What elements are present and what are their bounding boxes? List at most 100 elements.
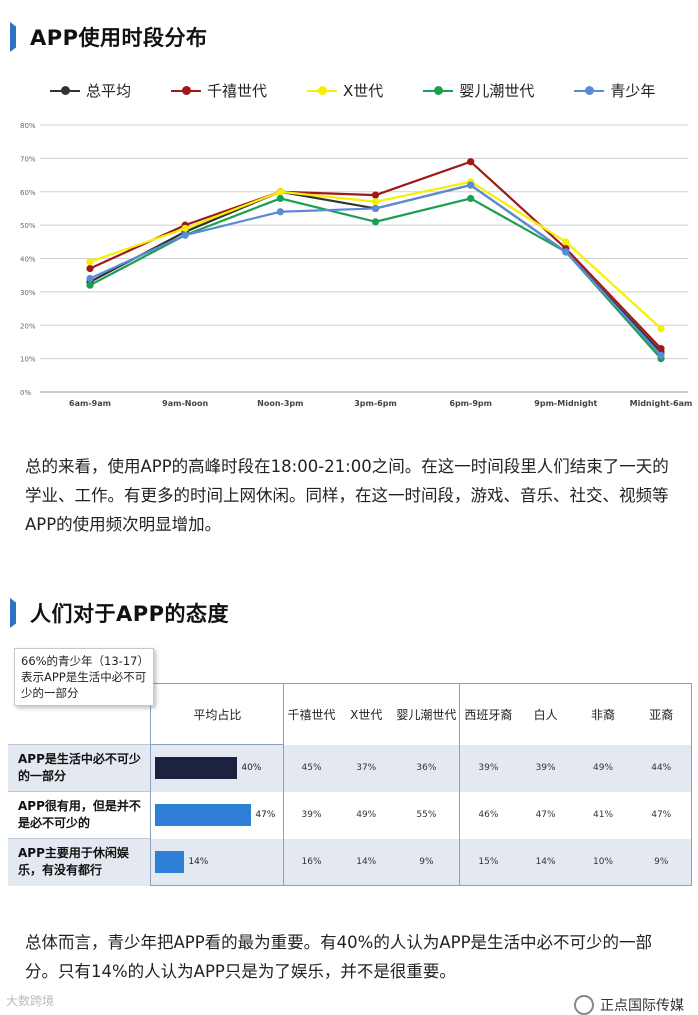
table-cell: 9% xyxy=(631,838,692,886)
data-point xyxy=(181,231,189,239)
data-point xyxy=(276,194,284,203)
header-avg: 平均占比 xyxy=(150,683,284,745)
table-cell: 14% xyxy=(338,838,394,886)
table-cell: 39% xyxy=(283,791,339,839)
row-label: APP很有用，但是并不是必不可少的 xyxy=(8,791,151,839)
legend-label: 婴儿潮世代 xyxy=(459,82,535,100)
legend-label: 总平均 xyxy=(86,82,132,100)
table-row: APP主要用于休闲娱乐，有没有都行 14% 16% 14% 9% 15% 14% 10% 9% xyxy=(8,838,692,886)
y-tick-label: 0% xyxy=(20,389,31,397)
table-cell: 36% xyxy=(416,763,437,773)
data-point xyxy=(276,188,284,196)
data-point xyxy=(371,218,380,226)
section-title: 人们对于APP的态度 xyxy=(30,602,230,626)
x-tick-label: 9pm-Midnight xyxy=(534,399,597,408)
row-label: APP是生活中必不可少的一部分 xyxy=(8,744,151,792)
data-point xyxy=(562,248,570,256)
section-header-attitude: 人们对于APP的态度 xyxy=(10,598,229,628)
x-tick-label: 6am-9am xyxy=(69,399,111,408)
table-cell: 9% xyxy=(393,838,460,886)
avg-bar xyxy=(155,850,185,873)
y-tick-label: 20% xyxy=(20,322,36,330)
legend-item: 总平均 xyxy=(50,80,131,101)
watermark-right-text: 正点国际传媒 xyxy=(600,998,684,1014)
data-point xyxy=(657,351,665,359)
section-title: APP使用时段分布 xyxy=(30,26,208,50)
table-row: APP是生活中必不可少的一部分 40% 45% 37% 36% 39% 39% 49% 44% xyxy=(8,744,692,792)
avg-bar-value: 14% xyxy=(188,856,209,867)
data-point xyxy=(371,191,380,199)
legend-swatch xyxy=(171,85,202,95)
legend-swatch xyxy=(423,85,454,95)
usage-line-chart: 0% 10% 20% 30% 40% 50% 60% 70% 80% 6am-9am 9am-Noo… xyxy=(20,122,692,408)
table-cell: 44% xyxy=(631,744,692,792)
header-boomer: 婴儿潮世代 xyxy=(393,683,460,745)
header-hispanic: 西班牙裔 xyxy=(459,683,517,745)
table-row: APP很有用，但是并不是必不可少的 47% 39% 49% 55% 46% 47% 41% 47… xyxy=(8,791,692,839)
teen-callout: 66%的青少年（13-17）表示APP是生活中必不可少的一部分 xyxy=(14,648,154,706)
data-point xyxy=(467,181,475,189)
data-point xyxy=(276,208,284,216)
y-tick-label: 60% xyxy=(20,189,36,197)
data-point xyxy=(86,258,94,266)
data-point xyxy=(562,238,570,246)
y-tick-label: 40% xyxy=(20,256,36,264)
header-asian: 亚裔 xyxy=(631,683,692,745)
legend-swatch xyxy=(50,85,80,95)
y-tick-label: 50% xyxy=(20,222,36,230)
section-header-usage: APP使用时段分布 xyxy=(10,22,208,52)
legend-label: 千禧世代 xyxy=(207,82,268,100)
avg-bar-value: 40% xyxy=(241,763,262,774)
data-point xyxy=(86,264,94,273)
row-label: APP主要用于休闲娱乐，有没有都行 xyxy=(8,838,151,886)
table-cell: 16% xyxy=(283,838,339,886)
table-cell: 41% xyxy=(593,810,614,820)
section-marker xyxy=(10,598,16,628)
table-cell: 55% xyxy=(416,810,437,820)
y-tick-label: 10% xyxy=(20,356,36,364)
data-point xyxy=(86,281,94,289)
data-point xyxy=(86,274,94,283)
series-line xyxy=(89,160,662,350)
avg-bar xyxy=(155,757,238,780)
summary-paragraph-2: 总体而言，青少年把APP看的最为重要。有40%的人认为APP是生活中必不可少的一… xyxy=(25,933,653,981)
header-millennial: 千禧世代 xyxy=(283,683,339,745)
data-point xyxy=(657,345,665,353)
legend-item: X世代 xyxy=(307,80,383,101)
header-white: 白人 xyxy=(516,683,575,745)
table-cell: 46% xyxy=(459,791,517,839)
table-cell: 14% xyxy=(516,838,575,886)
attitude-table: 平均占比 千禧世代 X世代 婴儿潮世代 西班牙裔 白人 非裔 亚裔 APP是生活… xyxy=(8,683,692,886)
table-cell: 49% xyxy=(356,810,377,820)
chart-legend: 总平均 千禧世代 X世代 婴儿潮世代 青少年 xyxy=(50,80,695,101)
table-cell: 39% xyxy=(459,744,517,792)
watermark-left: 大数跨境 xyxy=(6,992,54,1009)
data-point xyxy=(371,198,380,206)
data-point xyxy=(467,158,475,166)
avg-bar-cell: 40% xyxy=(150,744,284,792)
avg-bar-cell: 47% xyxy=(150,791,284,839)
data-point xyxy=(371,204,380,213)
y-tick-label: 70% xyxy=(20,155,36,163)
data-point xyxy=(181,224,189,233)
table-cell: 47% xyxy=(535,810,556,820)
legend-item: 千禧世代 xyxy=(171,80,267,101)
section-marker xyxy=(10,22,16,52)
summary-paragraph-1: 总的来看，使用APP的高峰时段在18:00-21:00之间。在这一时间段里人们结… xyxy=(25,457,669,534)
wechat-icon xyxy=(574,995,594,1015)
x-tick-label: 3pm-6pm xyxy=(354,399,397,408)
table-cell: 47% xyxy=(631,791,692,839)
x-tick-label: 9am-Noon xyxy=(162,399,208,408)
avg-bar-cell: 14% xyxy=(150,838,284,886)
legend-item: 青少年 xyxy=(574,80,655,101)
legend-swatch xyxy=(574,85,605,95)
avg-bar xyxy=(155,804,252,826)
y-tick-label: 80% xyxy=(20,122,36,130)
table-cell: 49% xyxy=(593,763,614,773)
data-point xyxy=(467,194,475,203)
watermark-right: 正点国际传媒 xyxy=(574,995,684,1015)
header-african: 非裔 xyxy=(574,683,632,745)
x-tick-label: 6pm-9pm xyxy=(449,399,492,408)
table-cell: 15% xyxy=(459,838,517,886)
table-cell: 37% xyxy=(356,763,377,773)
